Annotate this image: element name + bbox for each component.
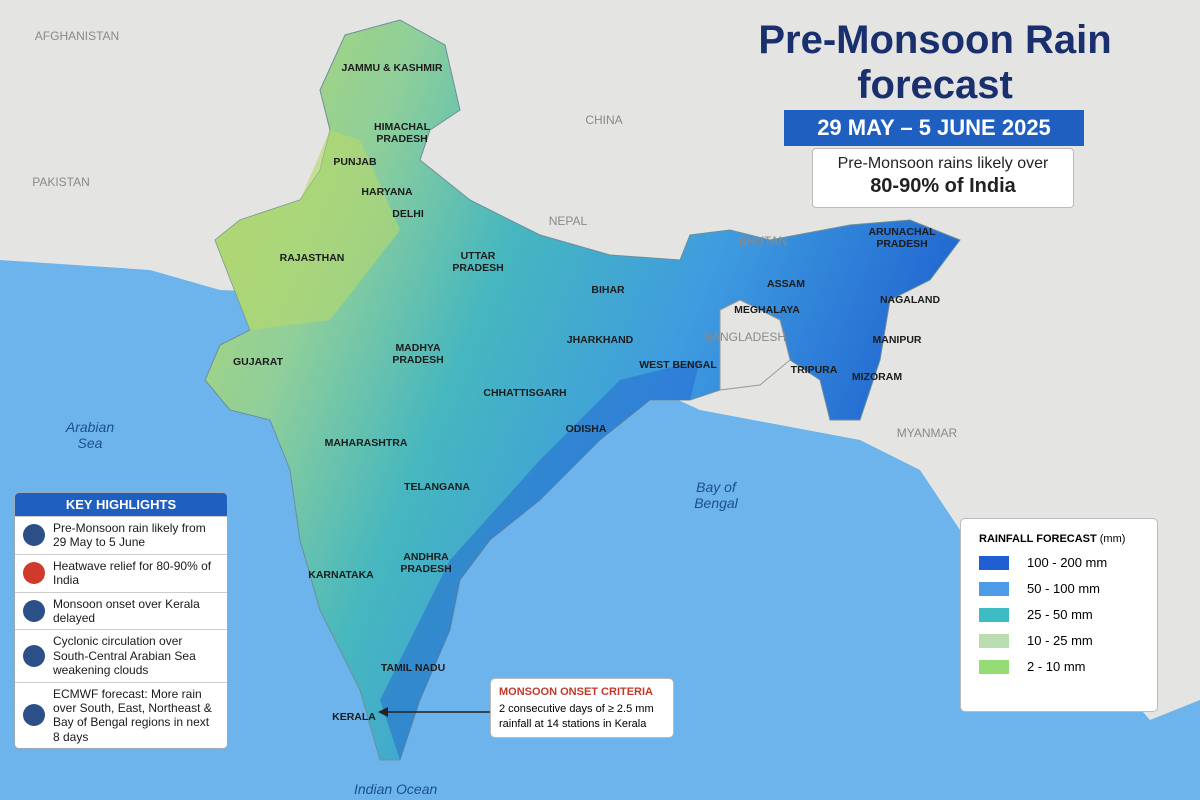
highlights-title: KEY HIGHLIGHTS <box>15 493 227 516</box>
legend-unit: (mm) <box>1099 533 1126 545</box>
legend-swatch <box>979 633 1009 648</box>
highlight-icon <box>23 644 45 667</box>
sea-label: Arabian Sea <box>65 418 115 451</box>
highlight-item: Pre-Monsoon rain likely from 29 May to 5… <box>15 516 227 554</box>
sea-label: Indian Ocean <box>354 780 438 797</box>
legend-label: 100 - 200 mm <box>1027 555 1108 570</box>
legend-swatch <box>979 659 1009 674</box>
legend-item: 100 - 200 mm <box>979 555 1157 570</box>
legend-title: RAINFALL FORECAST (mm) <box>979 533 1157 545</box>
country-label: MYANMAR <box>896 426 958 441</box>
highlight-text: Pre-Monsoon rain likely from 29 May to 5… <box>53 521 206 550</box>
state-label: TRIPURA <box>790 363 838 376</box>
state-label: ODISHA <box>565 422 607 435</box>
country-label: NEPAL <box>548 214 588 229</box>
state-label: TELANGANA <box>404 480 470 493</box>
country-label: AFGHANISTAN <box>34 29 120 44</box>
state-label: TAMIL NADU <box>380 661 446 674</box>
state-label: CHHATTISGARH <box>483 386 567 399</box>
highlight-text: Cyclonic circulation over South-Central … <box>53 634 196 678</box>
state-label: DELHI <box>392 207 424 220</box>
highlight-text: ECMWF forecast: More rain over South, Ea… <box>53 686 212 744</box>
legend-swatch <box>979 581 1009 596</box>
state-label: UTTAR PRADESH <box>452 249 504 274</box>
country-label: CHINA <box>585 113 623 128</box>
state-label: GUJARAT <box>233 355 283 368</box>
state-label: JAMMU & KASHMIR <box>341 61 443 74</box>
sea-label: Bay of Bengal <box>694 478 738 511</box>
highlight-icon <box>23 562 45 585</box>
legend-swatch <box>979 555 1009 570</box>
bangladesh <box>719 299 791 391</box>
highlight-icon <box>23 524 45 547</box>
state-label: KERALA <box>332 710 376 723</box>
legend-label: 2 - 10 mm <box>1027 659 1086 674</box>
country-label: BHUTAN <box>738 234 788 249</box>
state-label: ARUNACHAL PRADESH <box>868 225 936 250</box>
state-label: WEST BENGAL <box>639 358 717 371</box>
state-label: MANIPUR <box>872 333 922 346</box>
legend: RAINFALL FORECAST (mm) 100 - 200 mm 50 - 1… <box>960 518 1158 712</box>
arrow-head <box>378 707 388 717</box>
rajasthan-zone <box>215 130 400 330</box>
highlight-icon <box>23 599 45 622</box>
east-zone <box>380 360 700 760</box>
legend-item: 25 - 50 mm <box>979 607 1157 622</box>
state-label: BIHAR <box>591 283 625 296</box>
highlight-text: Heatwave relief for 80-90% of India <box>53 558 212 588</box>
state-label: PUNJAB <box>333 155 377 168</box>
state-label: RAJASTHAN <box>279 251 345 264</box>
highlight-text: Monsoon onset over Kerala delayed <box>53 596 200 625</box>
date-badge: 29 MAY – 5 JUNE 2025 <box>784 110 1084 146</box>
legend-label: 50 - 100 mm <box>1027 581 1100 596</box>
highlight-item: Cyclonic circulation over South-Central … <box>15 629 227 681</box>
legend-label: 10 - 25 mm <box>1027 633 1093 648</box>
legend-item: 50 - 100 mm <box>979 581 1157 596</box>
state-label: ASSAM <box>767 277 805 290</box>
highlight-item: Monsoon onset over Kerala delayed <box>15 591 227 630</box>
state-label: MEGHALAYA <box>734 303 800 316</box>
legend-label: 25 - 50 mm <box>1027 607 1093 622</box>
callout-text: 2 consecutive days of ≥ 2.5 mm rainfall … <box>499 703 654 730</box>
legend-title-text: RAINFALL FORECAST <box>979 533 1097 545</box>
summary-line: Pre-Monsoon rains likely over <box>837 155 1049 172</box>
state-label: HIMACHAL PRADESH <box>374 120 430 145</box>
state-label: MAHARASHTRA <box>324 436 408 449</box>
legend-item: 2 - 10 mm <box>979 659 1157 674</box>
title: Pre-Monsoon Rain forecast <box>758 18 1112 107</box>
state-label: MADHYA PRADESH <box>392 341 444 366</box>
highlight-icon <box>23 704 45 727</box>
key-highlights: KEY HIGHLIGHTS Pre-Monsoon rain likely f… <box>14 492 228 750</box>
legend-item: 10 - 25 mm <box>979 633 1157 648</box>
highlight-item: ECMWF forecast: More rain over South, Ea… <box>15 681 227 749</box>
highlight-item: Heatwave relief for 80-90% of India <box>15 553 227 592</box>
callout-title: MONSOON ONSET CRITERIA <box>499 686 654 698</box>
state-label: JHARKHAND <box>566 333 634 346</box>
country-label: BANGLADESH <box>703 330 787 345</box>
state-label: MIZORAM <box>851 370 903 383</box>
state-label: KARNATAKA <box>308 568 374 581</box>
state-label: NAGALAND <box>879 293 941 306</box>
state-label: ANDHRA PRADESH <box>400 550 452 575</box>
country-label: PAKISTAN <box>32 175 90 190</box>
summary: Pre-Monsoon rains likely over 80-90% of … <box>812 148 1074 208</box>
summary-highlight: 80-90% of India <box>870 175 1016 197</box>
callout: MONSOON ONSET CRITERIA 2 consecutive day… <box>490 678 674 738</box>
state-label: HARYANA <box>361 185 413 198</box>
legend-swatch <box>979 607 1009 622</box>
